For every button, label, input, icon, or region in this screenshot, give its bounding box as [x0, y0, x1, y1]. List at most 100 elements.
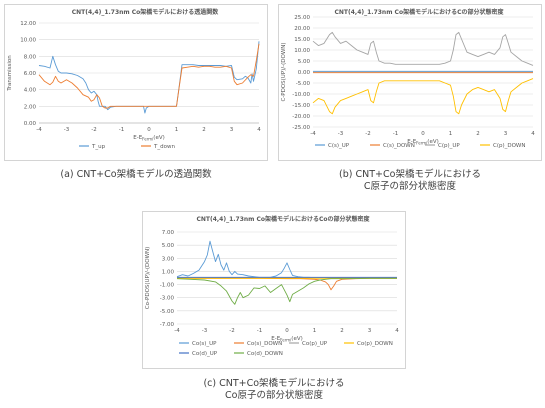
x-tick-label: 3 — [230, 127, 234, 133]
legend-entry: C(s)_DOWN — [383, 143, 415, 149]
legend-entry: Co(d)_UP — [192, 351, 218, 357]
x-tick-label: 1 — [449, 131, 453, 137]
x-tick-label: -3 — [338, 131, 344, 137]
caption-c-line-2: Co原子の部分状態密度 — [225, 390, 323, 401]
chart-panel-a: CNT(4,4)_1.73nm Co架橋モデルにおける透過関数 0.00 2.00 4… — [4, 4, 268, 161]
x-tick-label: -3 — [202, 328, 208, 334]
x-tick-label: 0 — [421, 131, 425, 137]
x-axis-label-main: E-E — [271, 336, 280, 342]
y-tick-label: 0.00 — [24, 121, 37, 127]
y-tick-label: -5.00 — [296, 81, 311, 87]
legend-entry: C(p)_UP — [438, 143, 460, 149]
caption-b-line-2: C原子の部分状態密度 — [363, 181, 457, 192]
legend-entry: C(s)_UP — [328, 143, 350, 149]
caption-c: (c) CNT+Co架橋モデルにおける Co原子の部分状態密度 — [142, 378, 406, 402]
y-tick-label: 3.00 — [162, 256, 175, 262]
y-tick-label: -5.00 — [160, 309, 175, 315]
y-axis-label: Transmission — [7, 55, 13, 92]
x-axis-label-main: E-E — [407, 139, 416, 145]
x-tick-label: -1 — [119, 127, 124, 133]
y-tick-label: 12.00 — [20, 21, 36, 27]
x-axis-label-main: E-E — [133, 135, 142, 141]
x-tick-label: -2 — [229, 328, 234, 334]
chart-title: CNT(4,4)_1.73nm Co架橋モデルにおけるCoの部分状態密度 — [196, 215, 370, 223]
x-tick-label: -1 — [257, 328, 262, 334]
chart-a: CNT(4,4)_1.73nm Co架橋モデルにおける透過関数 0.00 2.00 4… — [7, 8, 261, 150]
y-axis-label: C-PDOS(UP)/-(DOWN) — [281, 42, 287, 101]
y-tick-label: 25.00 — [294, 15, 310, 21]
series-line — [38, 43, 260, 109]
y-tick-label: -1.00 — [160, 283, 175, 289]
caption-b: (b) CNT+Co架橋モデルにおける C原子の部分状態密度 — [278, 169, 542, 193]
x-tick-label: -4 — [36, 127, 42, 133]
chart-panel-b: CNT(4,4)_1.73nm Co架橋モデルにおけるCの部分状態密度 25.00… — [278, 4, 542, 161]
x-tick-label: -2 — [91, 127, 96, 133]
x-axis-label: E-EFermi(eV) — [271, 336, 303, 343]
x-tick-label: -3 — [64, 127, 70, 133]
x-tick-label: 3 — [368, 328, 372, 334]
x-tick-label: 1 — [313, 328, 317, 334]
x-axis-label-subscript: Fermi — [280, 338, 291, 343]
x-tick-label: 4 — [257, 127, 261, 133]
series-line — [38, 41, 260, 114]
y-tick-label: 5.00 — [162, 243, 175, 249]
caption-a-line-1: (a) CNT+Co架橋モデルの透過関数 — [60, 169, 212, 180]
chart-panel-c: CNT(4,4)_1.73nm Co架橋モデルにおけるCoの部分状態密度 7.00… — [142, 211, 406, 369]
y-axis-label: Co-PDOS(UP)/-(DOWN) — [145, 247, 151, 310]
y-tick-label: 4.00 — [24, 88, 37, 94]
x-tick-label: 1 — [175, 127, 179, 133]
y-tick-label: -3.00 — [160, 296, 175, 302]
y-tick-label: 5.00 — [298, 59, 311, 65]
y-tick-label: 2.00 — [24, 104, 37, 110]
chart-c: CNT(4,4)_1.73nm Co架橋モデルにおけるCoの部分状態密度 7.00… — [145, 215, 399, 357]
y-tick-label: 10.00 — [20, 38, 36, 44]
x-tick-label: 3 — [504, 131, 508, 137]
y-tick-label: 10.00 — [294, 48, 310, 54]
x-tick-label: 4 — [531, 131, 535, 137]
legend-entry: Co(s)_UP — [192, 341, 217, 347]
y-tick-label: 0.00 — [298, 70, 311, 76]
x-tick-label: 2 — [340, 328, 344, 334]
x-tick-label: 2 — [476, 131, 480, 137]
legend-entry: Co(s)_DOWN — [247, 341, 282, 347]
x-axis-label: E-EFermi(eV) — [133, 135, 165, 142]
legend-entry: T_up — [91, 144, 106, 150]
legend-entry: Co(p)_DOWN — [357, 341, 393, 347]
x-tick-label: 4 — [395, 328, 399, 334]
x-axis-label-subscript: Fermi — [416, 141, 427, 146]
x-tick-label: 2 — [202, 127, 206, 133]
legend-entry: C(p)_DOWN — [493, 143, 526, 149]
x-tick-label: -1 — [393, 131, 398, 137]
chart-b: CNT(4,4)_1.73nm Co架橋モデルにおけるCの部分状態密度25.00… — [281, 8, 535, 149]
caption-b-line-1: (b) CNT+Co架橋モデルにおける — [339, 169, 481, 180]
chart-title: CNT(4,4)_1.73nm Co架橋モデルにおけるCの部分状態密度 — [335, 8, 505, 16]
y-tick-label: 1.00 — [162, 269, 175, 275]
x-tick-label: -2 — [365, 131, 370, 137]
legend-entry: Co(d)_DOWN — [247, 351, 283, 357]
y-tick-label: 20.00 — [294, 26, 310, 32]
series-line — [312, 78, 534, 115]
y-tick-label: 6.00 — [24, 71, 37, 77]
x-axis-label-unit: (eV) — [427, 139, 438, 145]
y-tick-label: 7.00 — [162, 230, 175, 236]
x-tick-label: -4 — [310, 131, 316, 137]
x-tick-label: 0 — [285, 328, 289, 334]
caption-c-line-1: (c) CNT+Co架橋モデルにおける — [203, 378, 345, 389]
x-tick-label: 0 — [147, 127, 151, 133]
x-axis-label: E-EFermi(eV) — [407, 139, 439, 146]
series-line — [177, 277, 397, 291]
legend-entry: Co(p)_UP — [302, 341, 328, 347]
x-tick-label: -4 — [174, 328, 180, 334]
y-tick-label: -25.00 — [292, 125, 310, 131]
series-line — [176, 277, 397, 305]
y-tick-label: -10.00 — [292, 92, 310, 98]
y-tick-label: 8.00 — [24, 54, 37, 60]
x-axis-label-subscript: Fermi — [142, 137, 153, 142]
series-line — [176, 240, 397, 279]
legend-entry: T_down — [153, 144, 175, 150]
chart-title: CNT(4,4)_1.73nm Co架橋モデルにおける透過関数 — [72, 8, 220, 16]
x-axis-label-unit: (eV) — [291, 336, 302, 342]
caption-a: (a) CNT+Co架橋モデルの透過関数 — [4, 169, 268, 181]
x-axis-label-unit: (eV) — [153, 135, 164, 141]
y-tick-label: -15.00 — [292, 103, 310, 109]
